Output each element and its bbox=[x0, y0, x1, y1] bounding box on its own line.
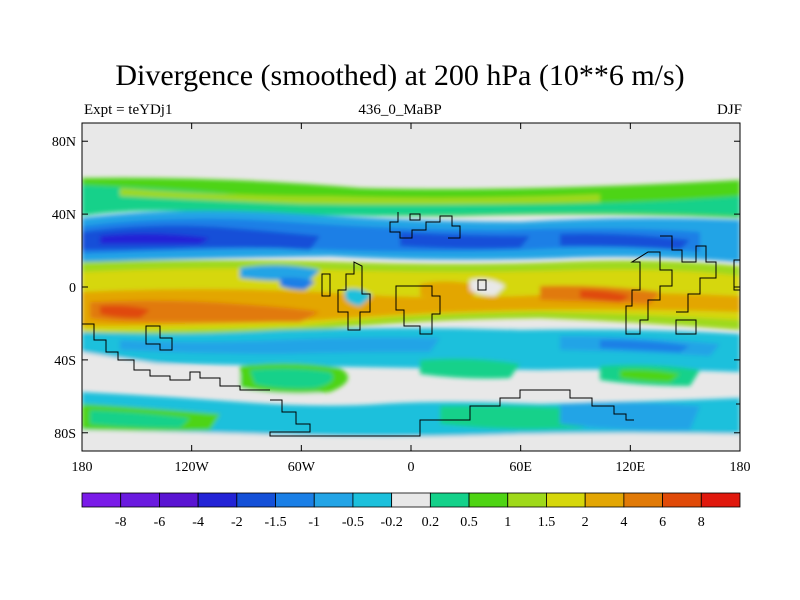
lon-tick-label: 60W bbox=[288, 460, 316, 475]
colorbar: -8 -6 -4 -2 -1.5 -1 -0.5 -0.2 0.2 0.5 1 1.5 2 4 6 8 bbox=[81, 492, 741, 530]
season-label: DJF bbox=[716, 102, 742, 118]
colorbar-swatch bbox=[507, 492, 547, 508]
lat-tick-label: 40S bbox=[54, 354, 76, 369]
longitude-axis: 180 120W 60W 0 60E 120E 180 bbox=[72, 123, 751, 475]
colorbar-label: -1 bbox=[308, 515, 320, 530]
colorbar-swatch bbox=[584, 492, 625, 508]
experiment-label: Expt = teYDj1 bbox=[84, 102, 173, 118]
lat-tick-label: 80N bbox=[52, 135, 76, 150]
lon-tick-label: 180 bbox=[730, 460, 751, 475]
period-label: 436_0_MaBP bbox=[358, 102, 442, 118]
colorbar-label: -8 bbox=[115, 515, 127, 530]
colorbar-label: -0.2 bbox=[381, 515, 403, 530]
colorbar-swatch bbox=[700, 492, 741, 508]
lat-tick-label: 40N bbox=[52, 208, 76, 223]
colorbar-label: -1.5 bbox=[264, 515, 286, 530]
colorbar-swatch bbox=[623, 492, 663, 508]
lat-tick-label: 80S bbox=[54, 427, 76, 442]
colorbar-swatch bbox=[662, 492, 702, 508]
colorbar-label: 4 bbox=[620, 515, 627, 530]
lon-tick-label: 120E bbox=[616, 460, 646, 475]
colorbar-swatch bbox=[159, 492, 199, 508]
colorbar-label: 0.2 bbox=[422, 515, 440, 530]
divergence-field bbox=[82, 177, 740, 451]
colorbar-swatch bbox=[236, 492, 276, 508]
coastlines bbox=[82, 212, 740, 437]
colorbar-swatch bbox=[313, 492, 354, 508]
colorbar-label: -4 bbox=[192, 515, 204, 530]
latitude-axis: 80N 40N 0 40S 80S bbox=[52, 135, 740, 442]
lon-tick-label: 120W bbox=[175, 460, 210, 475]
colorbar-swatch bbox=[546, 492, 586, 508]
lon-tick-label: 60E bbox=[509, 460, 532, 475]
colorbar-label: 1 bbox=[504, 515, 511, 530]
colorbar-swatch bbox=[352, 492, 393, 508]
colorbar-label: 2 bbox=[582, 515, 589, 530]
colorbar-label: 8 bbox=[698, 515, 705, 530]
colorbar-label: 6 bbox=[659, 515, 666, 530]
colorbar-swatch bbox=[468, 492, 509, 508]
colorbar-swatch bbox=[429, 492, 470, 508]
colorbar-swatch bbox=[391, 492, 431, 508]
colorbar-label: -6 bbox=[154, 515, 166, 530]
lon-tick-label: 180 bbox=[72, 460, 93, 475]
colorbar-swatch bbox=[197, 492, 238, 508]
colorbar-label: 1.5 bbox=[538, 515, 556, 530]
lon-tick-label: 0 bbox=[408, 460, 415, 475]
colorbar-label: 0.5 bbox=[460, 515, 478, 530]
colorbar-swatch bbox=[275, 492, 315, 508]
colorbar-swatch bbox=[120, 492, 160, 508]
colorbar-label: -2 bbox=[231, 515, 243, 530]
map-title: Divergence (smoothed) at 200 hPa (10**6 … bbox=[115, 59, 685, 92]
colorbar-swatch bbox=[81, 492, 122, 508]
lat-tick-label: 0 bbox=[69, 281, 76, 296]
colorbar-label: -0.5 bbox=[342, 515, 364, 530]
map-plot bbox=[81, 122, 741, 452]
